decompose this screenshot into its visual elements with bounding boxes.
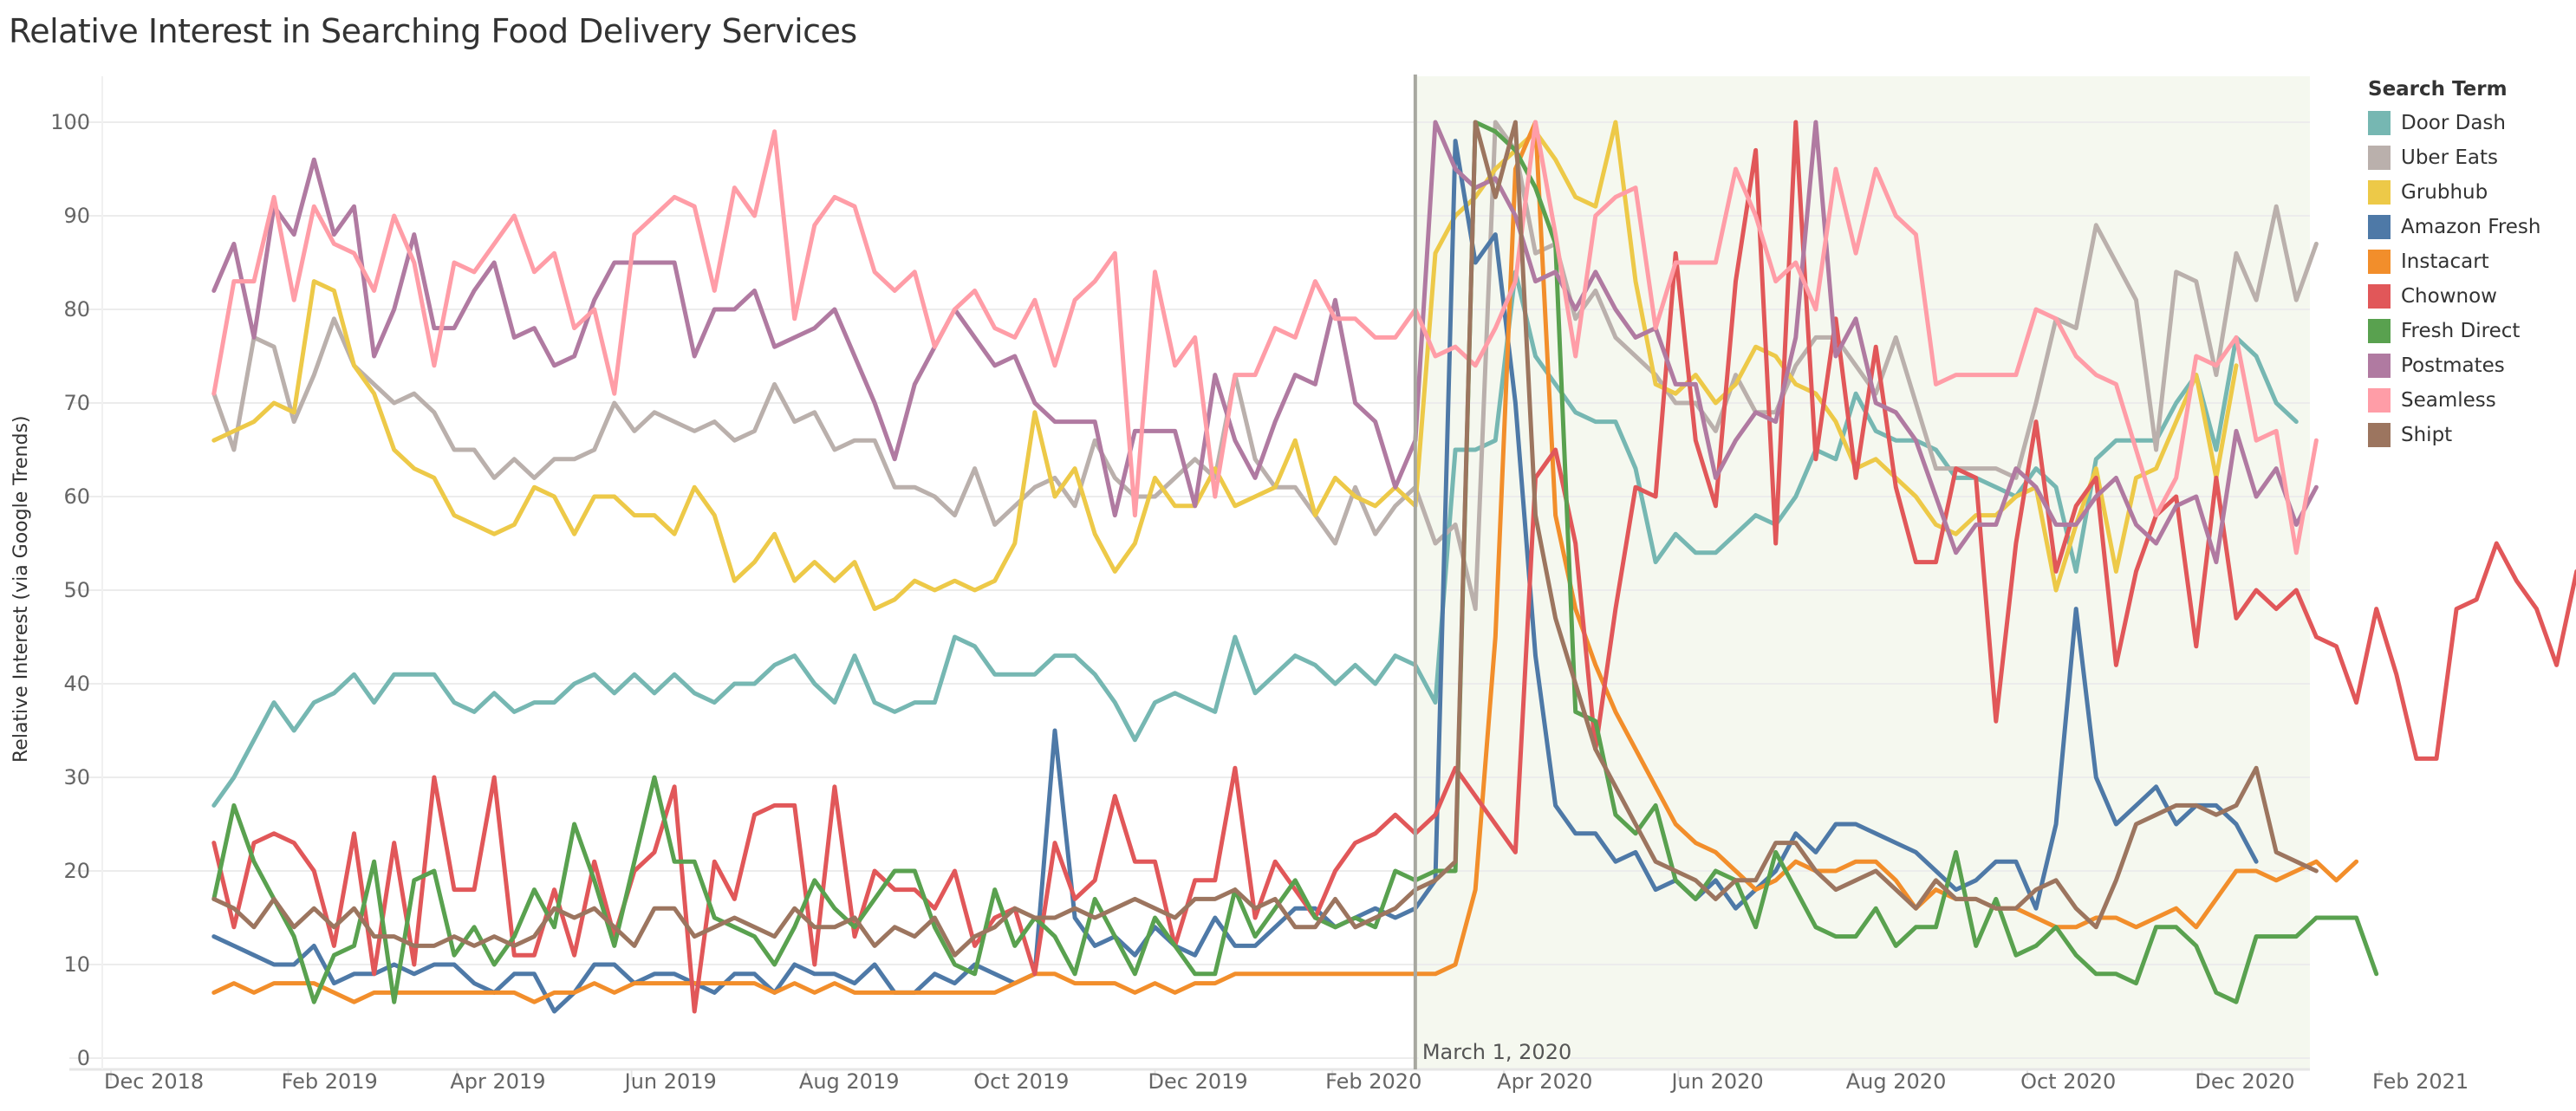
legend-item[interactable]: Instacart <box>2368 244 2567 279</box>
legend-label: Seamless <box>2401 389 2496 412</box>
legend-item[interactable]: Door Dash <box>2368 106 2567 140</box>
legend-item[interactable]: Fresh Direct <box>2368 314 2567 348</box>
legend-label: Chownow <box>2401 285 2497 308</box>
series-line-chownow <box>211 120 2576 1014</box>
x-tick-label: Jun 2020 <box>1669 1069 1763 1094</box>
legend-item[interactable]: Uber Eats <box>2368 140 2567 175</box>
x-tick-label: Jun 2019 <box>623 1069 717 1094</box>
legend-swatch <box>2368 111 2391 135</box>
y-tick-label: 90 <box>63 204 90 228</box>
y-tick-label: 50 <box>63 578 90 602</box>
x-tick-label: Dec 2018 <box>104 1069 204 1094</box>
legend-swatch <box>2368 215 2391 239</box>
legend-item[interactable]: Shipt <box>2368 418 2567 452</box>
x-tick-label: Oct 2019 <box>973 1069 1069 1094</box>
legend-label: Amazon Fresh <box>2401 216 2541 238</box>
x-tick-label: Oct 2020 <box>2020 1069 2116 1094</box>
x-tick-label: Dec 2020 <box>2195 1069 2294 1094</box>
legend-item[interactable]: Seamless <box>2368 383 2567 418</box>
legend-swatch <box>2368 284 2391 309</box>
legend-item[interactable]: Amazon Fresh <box>2368 210 2567 244</box>
x-tick-label: Feb 2020 <box>1325 1069 1421 1094</box>
series-line-fresh-direct <box>211 120 2379 1004</box>
legend-item[interactable]: Chownow <box>2368 279 2567 314</box>
legend-label: Uber Eats <box>2401 146 2498 169</box>
series-line-seamless <box>211 120 2319 556</box>
x-tick-label: Aug 2019 <box>799 1069 900 1094</box>
legend-label: Grubhub <box>2401 181 2488 204</box>
legend: Search Term Door Dash Uber Eats Grubhub Ama… <box>2368 78 2567 452</box>
y-tick-label: 100 <box>50 110 90 134</box>
y-tick-label: 60 <box>63 484 90 509</box>
legend-swatch <box>2368 388 2391 413</box>
legend-label: Postmates <box>2401 354 2505 377</box>
x-tick-label: Dec 2019 <box>1148 1069 1248 1094</box>
legend-label: Fresh Direct <box>2401 320 2521 342</box>
legend-label: Door Dash <box>2401 112 2506 134</box>
y-tick-label: 0 <box>77 1046 90 1070</box>
legend-item[interactable]: Grubhub <box>2368 175 2567 210</box>
series-line-amazon-fresh <box>211 139 2259 1014</box>
chart-title: Relative Interest in Searching Food Deli… <box>9 12 857 50</box>
y-tick-label: 40 <box>63 672 90 696</box>
y-tick-label: 70 <box>63 391 90 415</box>
legend-swatch <box>2368 319 2391 343</box>
x-tick-label: Feb 2019 <box>282 1069 378 1094</box>
x-tick-label: Apr 2020 <box>1497 1069 1592 1094</box>
y-tick-label: 30 <box>63 765 90 789</box>
legend-label: Shipt <box>2401 424 2453 446</box>
legend-swatch <box>2368 423 2391 447</box>
series-line-grubhub <box>211 120 2239 612</box>
x-tick-label: Feb 2021 <box>2372 1069 2469 1094</box>
legend-title: Search Term <box>2368 78 2508 101</box>
legend-swatch <box>2368 354 2391 378</box>
y-tick-label: 80 <box>63 297 90 322</box>
annotation-label-bg <box>1418 1032 1571 1067</box>
series-line-uber-eats <box>211 120 2319 612</box>
post-covid-shaded-region <box>1415 76 2310 1070</box>
y-tick-label: 20 <box>63 859 90 883</box>
legend-item[interactable]: Postmates <box>2368 348 2567 383</box>
y-tick-label: 10 <box>63 952 90 977</box>
legend-swatch <box>2368 180 2391 205</box>
series-line-postmates <box>211 120 2319 565</box>
legend-label: Instacart <box>2401 250 2489 273</box>
legend-swatch <box>2368 146 2391 170</box>
series-line-shipt <box>211 120 2319 958</box>
x-tick-label: Aug 2020 <box>1846 1069 1947 1094</box>
x-tick-label: Apr 2019 <box>450 1069 545 1094</box>
annotation-label: March 1, 2020 <box>1422 1040 1571 1064</box>
legend-swatch <box>2368 250 2391 274</box>
